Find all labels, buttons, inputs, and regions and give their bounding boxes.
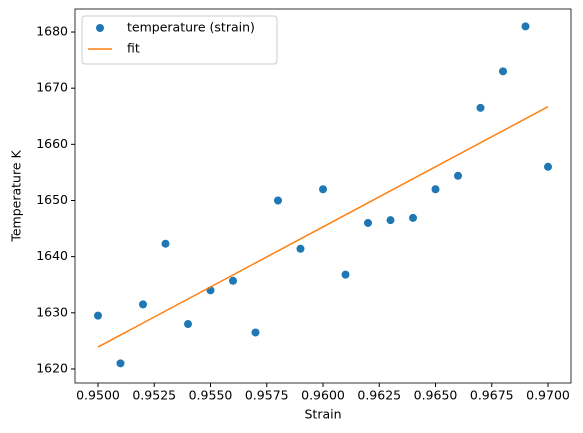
y-axis-label: Temperature K	[9, 150, 24, 243]
legend-label: fit	[127, 41, 140, 56]
y-tick-label: 1650	[36, 192, 68, 207]
y-tick-label: 1660	[36, 136, 68, 151]
point	[476, 103, 485, 112]
x-tick-label: 0.9650	[414, 388, 458, 403]
point	[228, 276, 237, 285]
point	[409, 213, 418, 222]
x-tick-label: 0.9500	[76, 388, 120, 403]
point	[386, 216, 395, 225]
x-tick-label: 0.9675	[470, 388, 514, 403]
plot-frame	[74, 8, 572, 384]
x-tick-label: 0.9625	[357, 388, 401, 403]
x-tick-label: 0.9550	[189, 388, 233, 403]
point	[364, 218, 373, 227]
x-tick-label: 0.9700	[526, 388, 570, 403]
point	[116, 359, 125, 368]
point	[431, 185, 440, 194]
point	[93, 311, 102, 320]
y-tick-label: 1640	[36, 248, 68, 263]
point	[341, 270, 350, 279]
point	[251, 328, 260, 337]
point	[454, 171, 463, 180]
point	[161, 239, 170, 248]
point	[499, 67, 508, 76]
y-tick-label: 1620	[36, 360, 68, 375]
point	[521, 22, 530, 31]
point	[138, 300, 147, 309]
y-tick-label: 1680	[36, 24, 68, 39]
legend: temperature (strain) fit	[81, 15, 278, 65]
point	[273, 196, 282, 205]
fit-line	[97, 106, 549, 348]
point	[296, 244, 305, 253]
point	[319, 185, 327, 194]
legend-label: temperature (strain)	[127, 20, 255, 35]
x-tick-label: 0.9600	[301, 388, 345, 403]
x-tick-label: 0.9525	[132, 388, 176, 403]
point	[183, 320, 192, 329]
x-tick-label: 0.9575	[245, 388, 289, 403]
y-tick-label: 1670	[36, 80, 68, 95]
point	[544, 162, 553, 171]
x-axis-label: Strain	[304, 407, 341, 422]
y-tick-label: 1630	[36, 304, 68, 319]
legend-marker	[96, 24, 104, 32]
legend-frame	[81, 15, 278, 65]
